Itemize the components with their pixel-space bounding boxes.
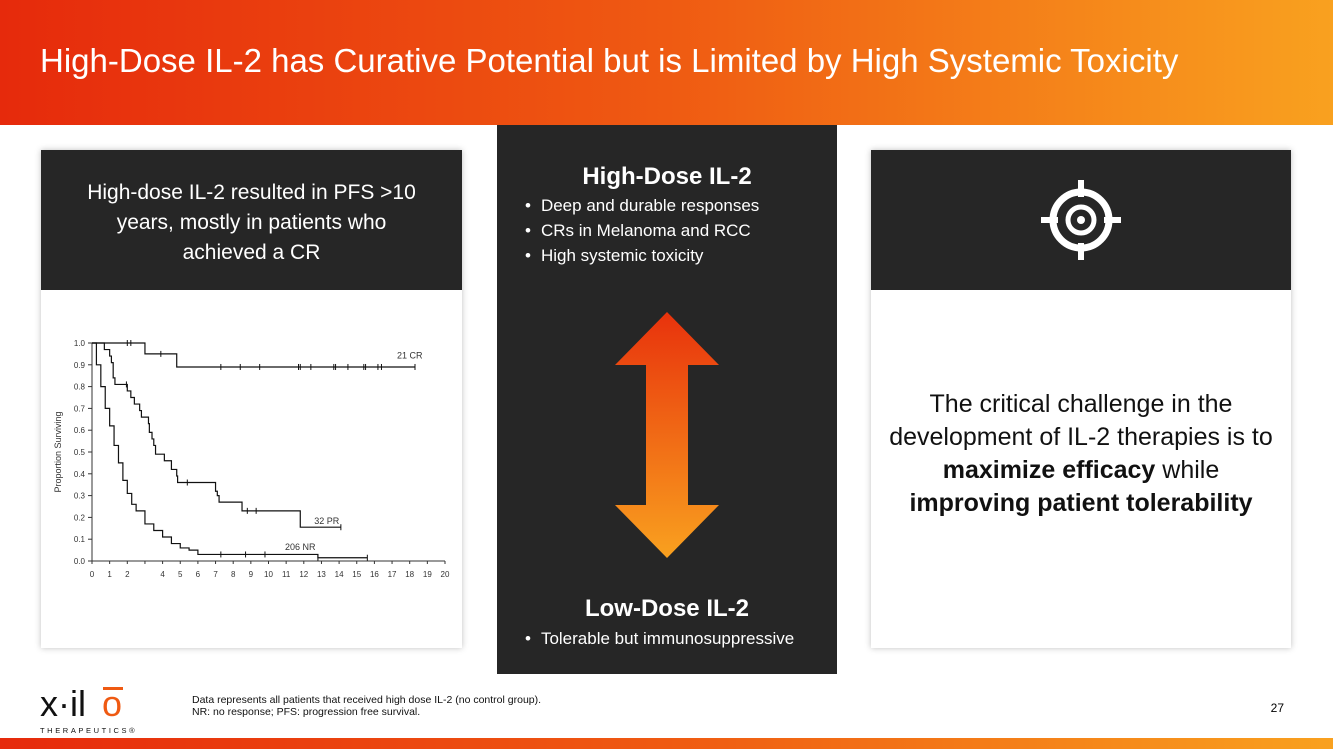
y-tick-label: 0.5 (74, 448, 86, 457)
y-tick-label: 0.9 (74, 361, 86, 370)
x-tick-label: 17 (388, 570, 397, 579)
x-tick-label: 5 (178, 570, 183, 579)
x-tick-label: 19 (423, 570, 432, 579)
x-tick-label: 4 (160, 570, 165, 579)
kaplan-meier-chart: 0 1 2 4 5 6 7 8 9 10 11 12 13 14 15 16 17 18 19 200.00.10.2… (53, 339, 450, 579)
text: The critical challenge in the developmen… (889, 390, 1273, 451)
y-tick-label: 0.3 (74, 492, 86, 501)
emphasis: maximize efficacy (942, 456, 1156, 484)
x-tick-label: 15 (352, 570, 361, 579)
x-tick-label: 13 (317, 570, 326, 579)
bullet: High systemic toxicity (525, 243, 759, 268)
xilio-logo: x·il o THERAPEUTICS® (40, 683, 140, 741)
x-tick-label: 16 (370, 570, 379, 579)
x-tick-label: 1 (107, 570, 112, 579)
slide-title: High-Dose IL-2 has Curative Potential bu… (40, 42, 1179, 79)
x-tick-label: 0 (90, 570, 95, 579)
x-tick-label: 11 (282, 570, 291, 579)
y-tick-label: 0.6 (74, 426, 86, 435)
y-axis-label: Proportion Surviving (53, 411, 63, 492)
dose-comparison-panel: High-Dose IL-2 Deep and durable response… (497, 125, 837, 674)
pfs-card-header: High-dose IL-2 resulted in PFS >10 years… (41, 150, 462, 290)
y-tick-label: 0.4 (74, 470, 86, 479)
x-tick-label: 14 (335, 570, 344, 579)
footnote: Data represents all patients that receiv… (192, 694, 541, 718)
low-dose-bullets: Tolerable but immunosuppressive (525, 626, 794, 651)
y-tick-label: 0.2 (74, 513, 86, 522)
x-tick-label: 6 (196, 570, 201, 579)
y-tick-label: 0.8 (74, 383, 86, 392)
x-tick-label: 7 (213, 570, 218, 579)
y-tick-label: 0.7 (74, 404, 86, 413)
text: while (1155, 456, 1220, 484)
footer-bar (0, 738, 1333, 749)
x-tick-label: 18 (405, 570, 414, 579)
series-label: 206 NR (285, 542, 316, 552)
challenge-text: The critical challenge in the developmen… (871, 388, 1291, 520)
series-label: 21 CR (397, 350, 423, 360)
emphasis: improving patient tolerability (909, 489, 1253, 517)
challenge-card-header (871, 150, 1291, 290)
svg-text:THERAPEUTICS®: THERAPEUTICS® (40, 726, 137, 735)
title-banner: High-Dose IL-2 has Curative Potential bu… (0, 0, 1333, 125)
svg-text:x·il: x·il (40, 684, 86, 724)
x-tick-label: 12 (299, 570, 308, 579)
survival-curve (92, 342, 341, 528)
x-tick-label: 10 (264, 570, 273, 579)
bullet: Deep and durable responses (525, 193, 759, 218)
pfs-heading: High-dose IL-2 resulted in PFS >10 years… (87, 181, 416, 264)
x-tick-label: 2 (125, 570, 130, 579)
footnote-line: Data represents all patients that receiv… (192, 694, 542, 706)
bullet: CRs in Melanoma and RCC (525, 218, 759, 243)
x-tick-label: 20 (441, 570, 450, 579)
y-tick-label: 1.0 (74, 339, 86, 348)
high-dose-bullets: Deep and durable responses CRs in Melano… (525, 193, 759, 268)
page-number: 27 (1270, 701, 1284, 715)
pfs-card: High-dose IL-2 resulted in PFS >10 years… (41, 150, 462, 648)
series-label: 32 PR (314, 516, 340, 526)
high-dose-title: High-Dose IL-2 (582, 163, 752, 190)
x-tick-label: 9 (249, 570, 254, 579)
bullet: Tolerable but immunosuppressive (525, 626, 794, 651)
svg-text:o: o (102, 684, 122, 724)
low-dose-title: Low-Dose IL-2 (584, 595, 749, 622)
x-tick-label: 8 (231, 570, 236, 579)
double-arrow-icon (615, 312, 719, 558)
survival-curve (92, 342, 368, 559)
y-tick-label: 0.1 (74, 535, 86, 544)
target-icon (1041, 180, 1121, 260)
challenge-card: The critical challenge in the developmen… (871, 150, 1291, 648)
survival-curve (92, 342, 415, 368)
y-tick-label: 0.0 (74, 557, 86, 566)
footnote-line: NR: no response; PFS: progression free s… (192, 706, 421, 718)
